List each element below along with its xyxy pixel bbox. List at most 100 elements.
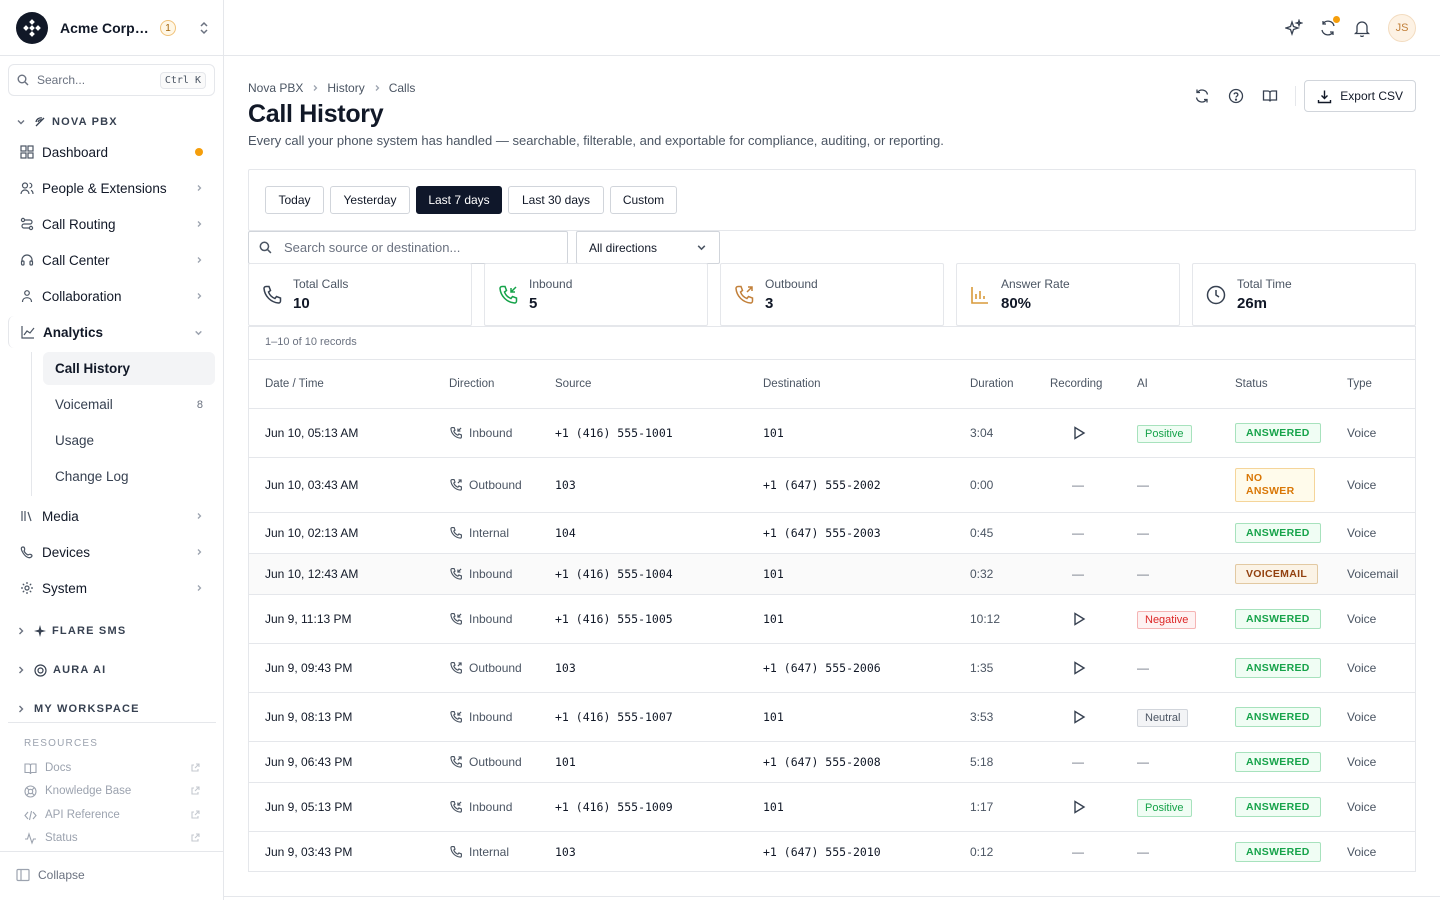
column-header[interactable]: Status (1235, 378, 1268, 390)
phone-incoming-icon (449, 710, 463, 724)
range-custom-button[interactable]: Custom (610, 186, 677, 214)
play-recording-icon[interactable] (1072, 661, 1086, 675)
subnav-voicemail[interactable]: Voicemail 8 (43, 388, 215, 421)
direction-label: Outbound (469, 755, 522, 769)
user-avatar[interactable]: JS (1388, 14, 1416, 42)
breadcrumb-item[interactable]: Nova PBX (248, 81, 304, 95)
column-header[interactable]: Type (1347, 378, 1372, 390)
collapse-sidebar-button[interactable]: Collapse (16, 866, 85, 884)
section-my-workspace[interactable]: MY WORKSPACE (16, 699, 140, 719)
sidebar-search[interactable]: Search... Ctrl K (8, 64, 215, 96)
nav-system[interactable]: System (8, 572, 215, 604)
column-header[interactable]: Source (555, 378, 592, 390)
table-row[interactable]: Jun 9, 08:13 PM Inbound +1 (416) 555-100… (249, 693, 1415, 742)
subnav-call-history[interactable]: Call History (43, 352, 215, 385)
phone-incoming-icon (497, 284, 519, 306)
column-header[interactable]: Duration (970, 378, 1014, 390)
table-row[interactable]: Jun 9, 03:43 PM Internal 103 +1 (647) 55… (249, 832, 1415, 872)
call-direction: Inbound (449, 800, 512, 814)
resource-status[interactable]: Status (24, 828, 200, 848)
voicemail-count: 8 (196, 398, 203, 411)
nav-collaboration[interactable]: Collaboration (8, 280, 215, 312)
table-row[interactable]: Jun 9, 09:43 PM Outbound 103 +1 (647) 55… (249, 644, 1415, 693)
column-header[interactable]: Destination (763, 378, 821, 390)
bar-chart-icon (969, 284, 991, 306)
call-source: 103 (555, 478, 576, 492)
stat-value: 10 (293, 295, 310, 312)
resource-docs[interactable]: Docs (24, 758, 200, 778)
book-open-icon[interactable] (1257, 80, 1283, 112)
help-icon[interactable] (1223, 80, 1249, 112)
column-header[interactable]: Recording (1050, 378, 1103, 390)
call-status-badge: ANSWERED (1235, 797, 1321, 817)
range-yesterday-button[interactable]: Yesterday (330, 186, 410, 214)
chevron-right-icon (16, 626, 26, 636)
call-source: 103 (555, 845, 576, 859)
org-switcher[interactable]: Acme Corporation 1 (16, 12, 214, 44)
table-row[interactable]: Jun 9, 11:13 PM Inbound +1 (416) 555-100… (249, 595, 1415, 644)
call-source: +1 (416) 555-1009 (555, 800, 673, 814)
resource-api-reference[interactable]: API Reference (24, 805, 200, 825)
chevron-right-icon (311, 84, 319, 92)
chevron-right-icon (16, 665, 26, 675)
subnav-change-log[interactable]: Change Log (43, 460, 215, 493)
column-header[interactable]: AI (1137, 378, 1148, 390)
nav-people-extensions[interactable]: People & Extensions (8, 172, 215, 204)
nav-devices[interactable]: Devices (8, 536, 215, 568)
stat-value: 80% (1001, 295, 1032, 312)
call-duration: 3:04 (970, 426, 994, 440)
search-shortcut: Ctrl K (159, 71, 206, 89)
source-destination-search[interactable]: Search source or destination... (248, 231, 568, 264)
table-row[interactable]: Jun 10, 05:13 AM Inbound +1 (416) 555-10… (249, 409, 1415, 458)
call-type: Voice (1347, 661, 1377, 675)
direction-select[interactable]: All directions (576, 231, 720, 264)
table-row[interactable]: Jun 10, 12:43 AM Inbound +1 (416) 555-10… (249, 554, 1415, 595)
range-last-30-days-button[interactable]: Last 30 days (508, 186, 604, 214)
sparkles-icon[interactable] (1284, 14, 1304, 42)
nav-call-routing[interactable]: Call Routing (8, 208, 215, 240)
call-type: Voice (1347, 710, 1377, 724)
nav-media[interactable]: Media (8, 500, 215, 532)
column-header[interactable]: Direction (449, 378, 495, 390)
resource-knowledge-base[interactable]: Knowledge Base (24, 781, 200, 801)
play-recording-icon[interactable] (1072, 710, 1086, 724)
export-csv-button[interactable]: Export CSV (1304, 80, 1416, 112)
chevron-up-down-icon[interactable] (198, 21, 210, 35)
section-aura-ai[interactable]: AURA AI (16, 660, 106, 680)
table-row[interactable]: Jun 10, 03:43 AM Outbound 103 +1 (647) 5… (249, 458, 1415, 513)
play-recording-icon[interactable] (1072, 612, 1086, 626)
call-destination: 101 (763, 426, 784, 440)
call-source: 103 (555, 661, 576, 675)
call-type: Voice (1347, 526, 1377, 540)
subnav-label: Change Log (55, 469, 129, 484)
subnav-usage[interactable]: Usage (43, 424, 215, 457)
refresh-icon[interactable] (1189, 80, 1215, 112)
nav-dashboard[interactable]: Dashboard (8, 136, 215, 168)
direction-value: All directions (589, 240, 658, 255)
table-row[interactable]: Jun 10, 02:13 AM Internal 104 +1 (647) 5… (249, 513, 1415, 554)
section-flare-sms[interactable]: FLARE SMS (16, 621, 126, 641)
nav-call-center[interactable]: Call Center (8, 244, 215, 276)
play-recording-icon[interactable] (1072, 426, 1086, 440)
play-recording-icon[interactable] (1072, 800, 1086, 814)
range-last-7-days-button[interactable]: Last 7 days (416, 186, 502, 214)
nav-label: Call Routing (42, 216, 116, 232)
recording-empty: — (1072, 526, 1084, 540)
table-row[interactable]: Jun 9, 05:13 PM Inbound +1 (416) 555-100… (249, 783, 1415, 832)
section-nova-pbx[interactable]: NOVA PBX (16, 112, 118, 132)
bell-icon[interactable] (1352, 14, 1372, 42)
resource-label: API Reference (45, 809, 120, 821)
sync-icon[interactable] (1318, 14, 1340, 42)
call-duration: 5:18 (970, 755, 994, 769)
resource-label: Docs (45, 762, 72, 774)
breadcrumb-item[interactable]: History (327, 81, 365, 95)
call-source: 101 (555, 755, 576, 769)
range-today-button[interactable]: Today (265, 186, 324, 214)
ai-sentiment-badge: Positive (1137, 425, 1192, 443)
ai-sentiment-empty: — (1137, 661, 1149, 675)
column-header[interactable]: Date / Time (265, 378, 324, 390)
table-row[interactable]: Jun 9, 06:43 PM Outbound 101 +1 (647) 55… (249, 742, 1415, 783)
nav-analytics[interactable]: Analytics (8, 316, 215, 348)
call-destination: +1 (647) 555-2006 (763, 661, 881, 675)
call-type: Voice (1347, 612, 1377, 626)
